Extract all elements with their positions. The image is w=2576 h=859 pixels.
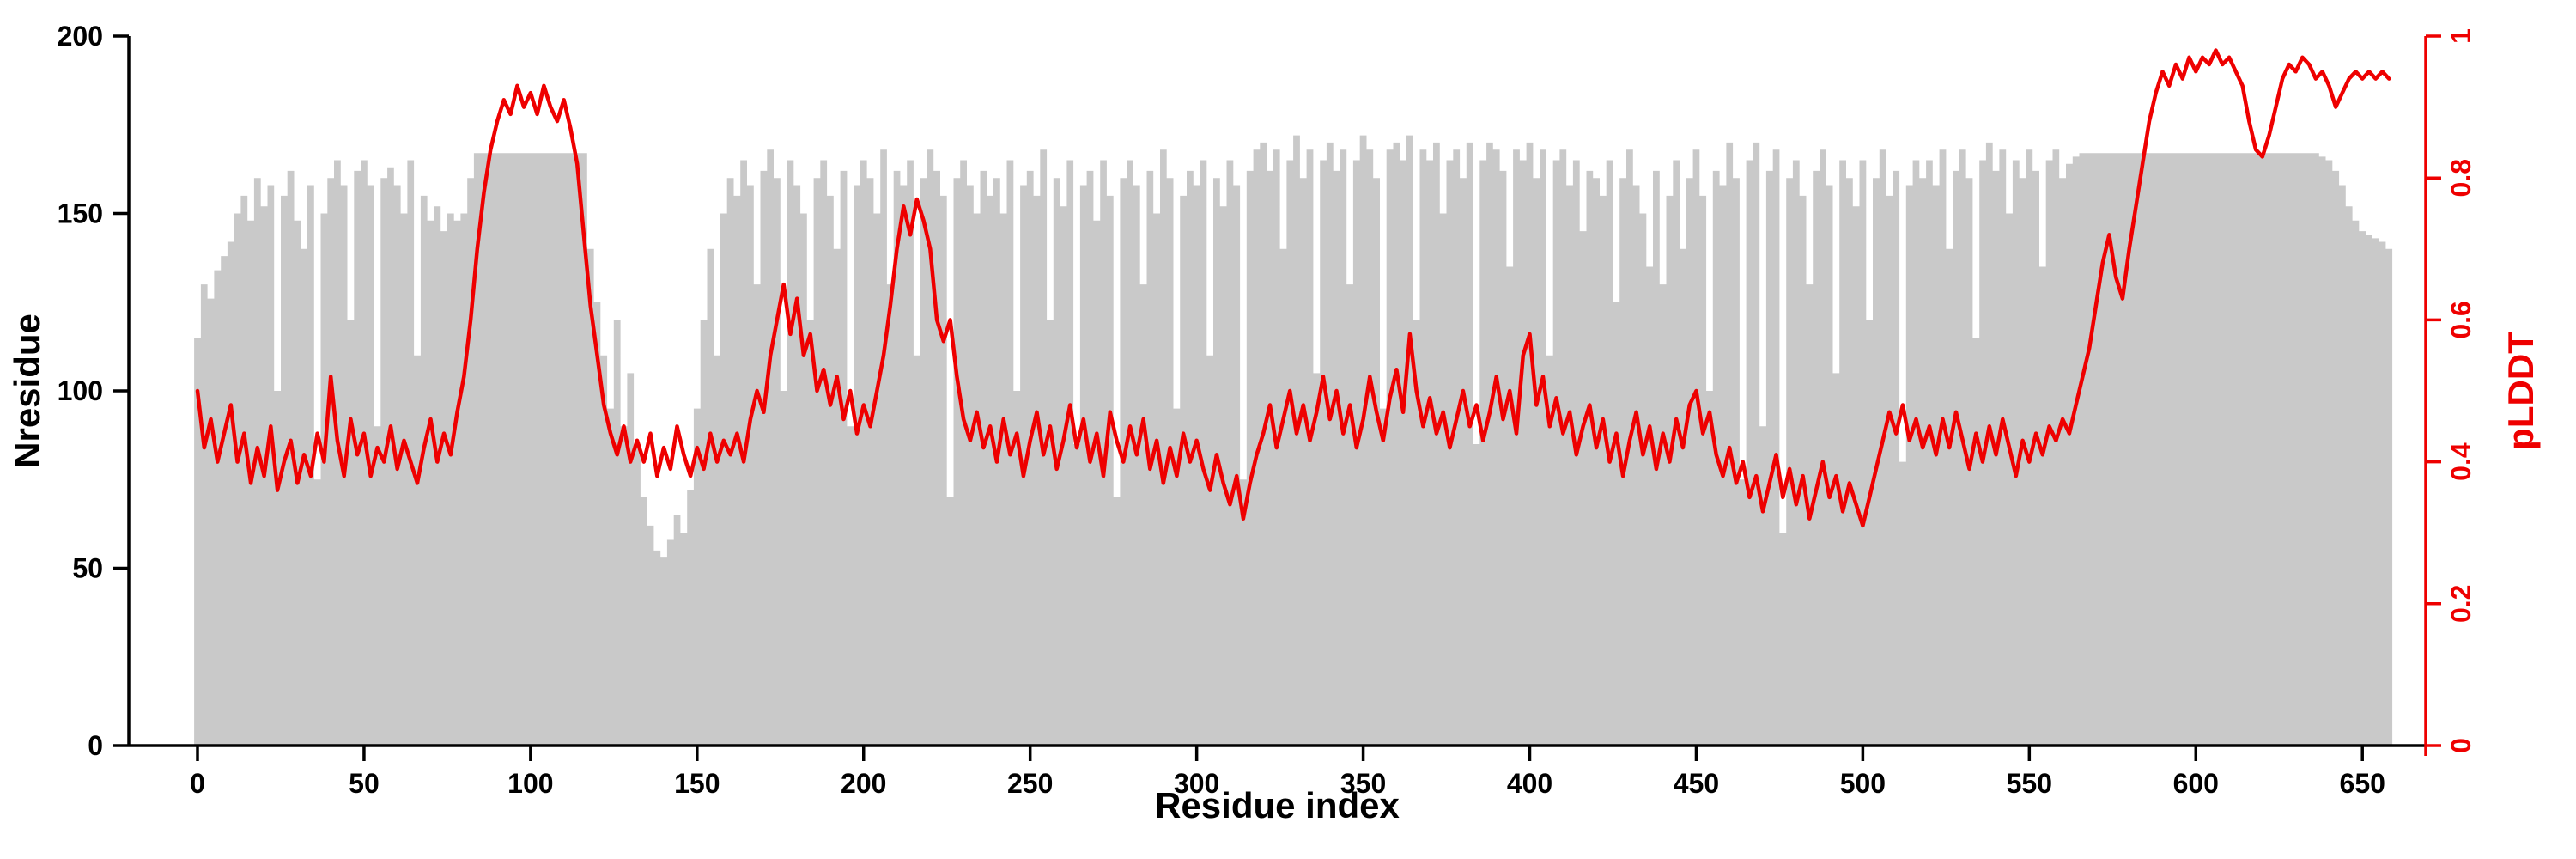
left-tick-label: 200	[58, 21, 103, 52]
y-axis-label-left: Nresidue	[7, 314, 47, 468]
y-axis-label-right: pLDDT	[2500, 332, 2541, 450]
left-tick-label: 50	[72, 553, 103, 584]
x-tick-label: 300	[1174, 768, 1219, 799]
x-tick-label: 600	[2173, 768, 2219, 799]
x-tick-label: 400	[1507, 768, 1552, 799]
x-tick-label: 250	[1007, 768, 1053, 799]
x-axis-label: Residue index	[1155, 785, 1400, 825]
left-tick-label: 100	[58, 375, 103, 406]
x-tick-label: 0	[190, 768, 205, 799]
x-tick-label: 350	[1340, 768, 1386, 799]
right-tick-label: 0.4	[2445, 442, 2476, 481]
x-tick-label: 550	[2007, 768, 2052, 799]
left-tick-label: 150	[58, 198, 103, 229]
x-tick-label: 500	[1840, 768, 1886, 799]
x-tick-label: 200	[841, 768, 886, 799]
right-tick-label: 0	[2445, 738, 2476, 753]
x-tick-label: 650	[2340, 768, 2385, 799]
x-tick-label: 150	[674, 768, 720, 799]
x-tick-label: 100	[507, 768, 553, 799]
nresidue-area	[194, 135, 2393, 746]
right-tick-label: 1	[2445, 28, 2476, 44]
right-tick-label: 0.2	[2445, 585, 2476, 623]
right-tick-label: 0.8	[2445, 159, 2476, 197]
left-tick-label: 0	[88, 730, 103, 761]
x-tick-label: 450	[1674, 768, 1719, 799]
right-tick-label: 0.6	[2445, 301, 2476, 338]
plddt-line	[195, 48, 2391, 528]
x-tick-label: 50	[349, 768, 380, 799]
